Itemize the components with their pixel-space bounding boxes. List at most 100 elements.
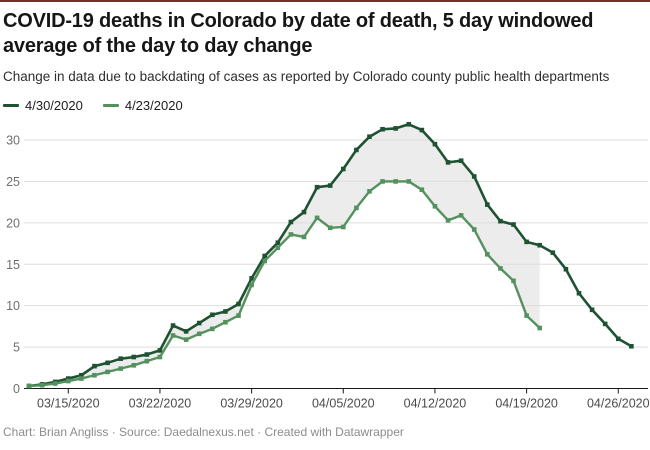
legend-label: 4/23/2020 bbox=[124, 98, 183, 113]
data-point bbox=[210, 326, 215, 332]
y-axis-tick-label: 20 bbox=[6, 216, 20, 230]
x-axis-tick-label: 03/15/2020 bbox=[37, 397, 100, 411]
data-point bbox=[602, 321, 608, 327]
legend-label: 4/30/2020 bbox=[25, 98, 83, 113]
data-point bbox=[589, 307, 595, 313]
data-point bbox=[367, 134, 372, 139]
accent-bar bbox=[0, 0, 650, 2]
data-point bbox=[196, 331, 202, 337]
data-point bbox=[301, 209, 307, 215]
data-point bbox=[445, 160, 451, 165]
data-point bbox=[550, 250, 556, 255]
data-point bbox=[380, 179, 385, 184]
data-point bbox=[249, 276, 254, 281]
y-axis-tick-label: 15 bbox=[6, 258, 20, 272]
data-point bbox=[262, 253, 268, 259]
data-point bbox=[432, 141, 438, 147]
data-point bbox=[65, 378, 71, 384]
data-point bbox=[419, 127, 425, 133]
data-point bbox=[210, 312, 215, 318]
data-point bbox=[471, 174, 477, 179]
legend-item-series-2: 4/23/2020 bbox=[102, 98, 183, 113]
page-title: COVID-19 deaths in Colorado by date of d… bbox=[3, 10, 594, 57]
data-point bbox=[118, 366, 123, 371]
data-point bbox=[26, 383, 32, 389]
legend-line-icon bbox=[3, 104, 19, 107]
y-axis-tick-label: 5 bbox=[13, 341, 20, 355]
chart-attribution: Chart: Brian Angliss · Source: Daedalnex… bbox=[3, 425, 404, 439]
data-point bbox=[314, 184, 320, 190]
data-point bbox=[118, 356, 123, 361]
data-point bbox=[65, 376, 71, 381]
data-point bbox=[576, 290, 582, 296]
data-point bbox=[340, 166, 346, 172]
data-point bbox=[183, 329, 189, 334]
data-point bbox=[471, 227, 477, 232]
data-point bbox=[380, 126, 385, 132]
data-point bbox=[223, 319, 228, 325]
data-point bbox=[131, 363, 137, 368]
data-point bbox=[92, 363, 97, 369]
legend-line-icon bbox=[102, 104, 119, 107]
data-point bbox=[92, 372, 97, 378]
data-point bbox=[458, 213, 464, 218]
x-axis-tick-label: 04/19/2020 bbox=[495, 397, 558, 411]
data-point bbox=[262, 258, 268, 264]
data-point bbox=[406, 179, 412, 184]
line-chart-canvas: 0 5 10 15 20 25 30 03/15/2020 03/22/2020 03/29/20… bbox=[6, 121, 650, 411]
data-point bbox=[340, 224, 346, 230]
data-point bbox=[406, 121, 412, 127]
data-point bbox=[288, 219, 294, 225]
legend-item-series-1: 4/30/2020 bbox=[3, 98, 83, 113]
y-axis-tick-label: 25 bbox=[6, 175, 20, 189]
x-axis-tick-label: 04/05/2020 bbox=[312, 397, 375, 411]
data-point bbox=[445, 218, 451, 223]
data-point bbox=[419, 187, 425, 193]
data-point bbox=[157, 354, 163, 360]
data-point bbox=[458, 158, 464, 164]
data-point bbox=[52, 381, 58, 386]
data-point bbox=[498, 218, 503, 224]
data-point bbox=[327, 225, 333, 231]
data-point bbox=[236, 301, 241, 307]
data-point bbox=[393, 126, 398, 131]
page-subtitle: Change in data due to backdating of case… bbox=[3, 69, 610, 84]
data-point bbox=[511, 222, 516, 227]
data-point bbox=[432, 203, 438, 209]
data-point bbox=[79, 376, 84, 381]
legend: 4/30/2020 4/23/2020 bbox=[3, 98, 650, 113]
data-point bbox=[275, 245, 281, 250]
data-point bbox=[105, 369, 110, 375]
x-axis-tick-label: 03/29/2020 bbox=[220, 397, 283, 411]
data-point bbox=[144, 352, 150, 357]
data-point bbox=[223, 309, 228, 314]
y-axis-tick-label: 0 bbox=[13, 382, 20, 396]
data-point bbox=[275, 240, 281, 246]
data-point bbox=[537, 242, 543, 248]
data-point bbox=[485, 252, 490, 257]
data-point bbox=[354, 147, 359, 153]
y-axis-tick-label: 10 bbox=[6, 299, 20, 313]
x-axis-tick-label: 04/26/2020 bbox=[587, 397, 650, 411]
data-point bbox=[563, 266, 569, 272]
data-point bbox=[131, 354, 137, 360]
data-point bbox=[354, 205, 359, 211]
chart-area: 0 5 10 15 20 25 30 03/15/2020 03/22/2020 03/29/20… bbox=[0, 117, 650, 419]
data-point bbox=[196, 320, 202, 326]
data-point bbox=[105, 360, 110, 366]
data-point bbox=[498, 266, 503, 271]
data-point bbox=[39, 382, 45, 388]
data-point bbox=[393, 179, 398, 184]
data-point bbox=[288, 232, 294, 237]
data-point bbox=[314, 215, 320, 221]
x-axis-tick-label: 03/22/2020 bbox=[129, 397, 192, 411]
data-point bbox=[524, 313, 529, 318]
data-point bbox=[511, 278, 516, 284]
data-point bbox=[236, 313, 241, 318]
data-point bbox=[157, 348, 163, 353]
data-point bbox=[249, 282, 254, 288]
data-point bbox=[615, 336, 621, 342]
data-point bbox=[144, 358, 150, 364]
data-point bbox=[537, 325, 543, 331]
data-point bbox=[170, 323, 176, 328]
